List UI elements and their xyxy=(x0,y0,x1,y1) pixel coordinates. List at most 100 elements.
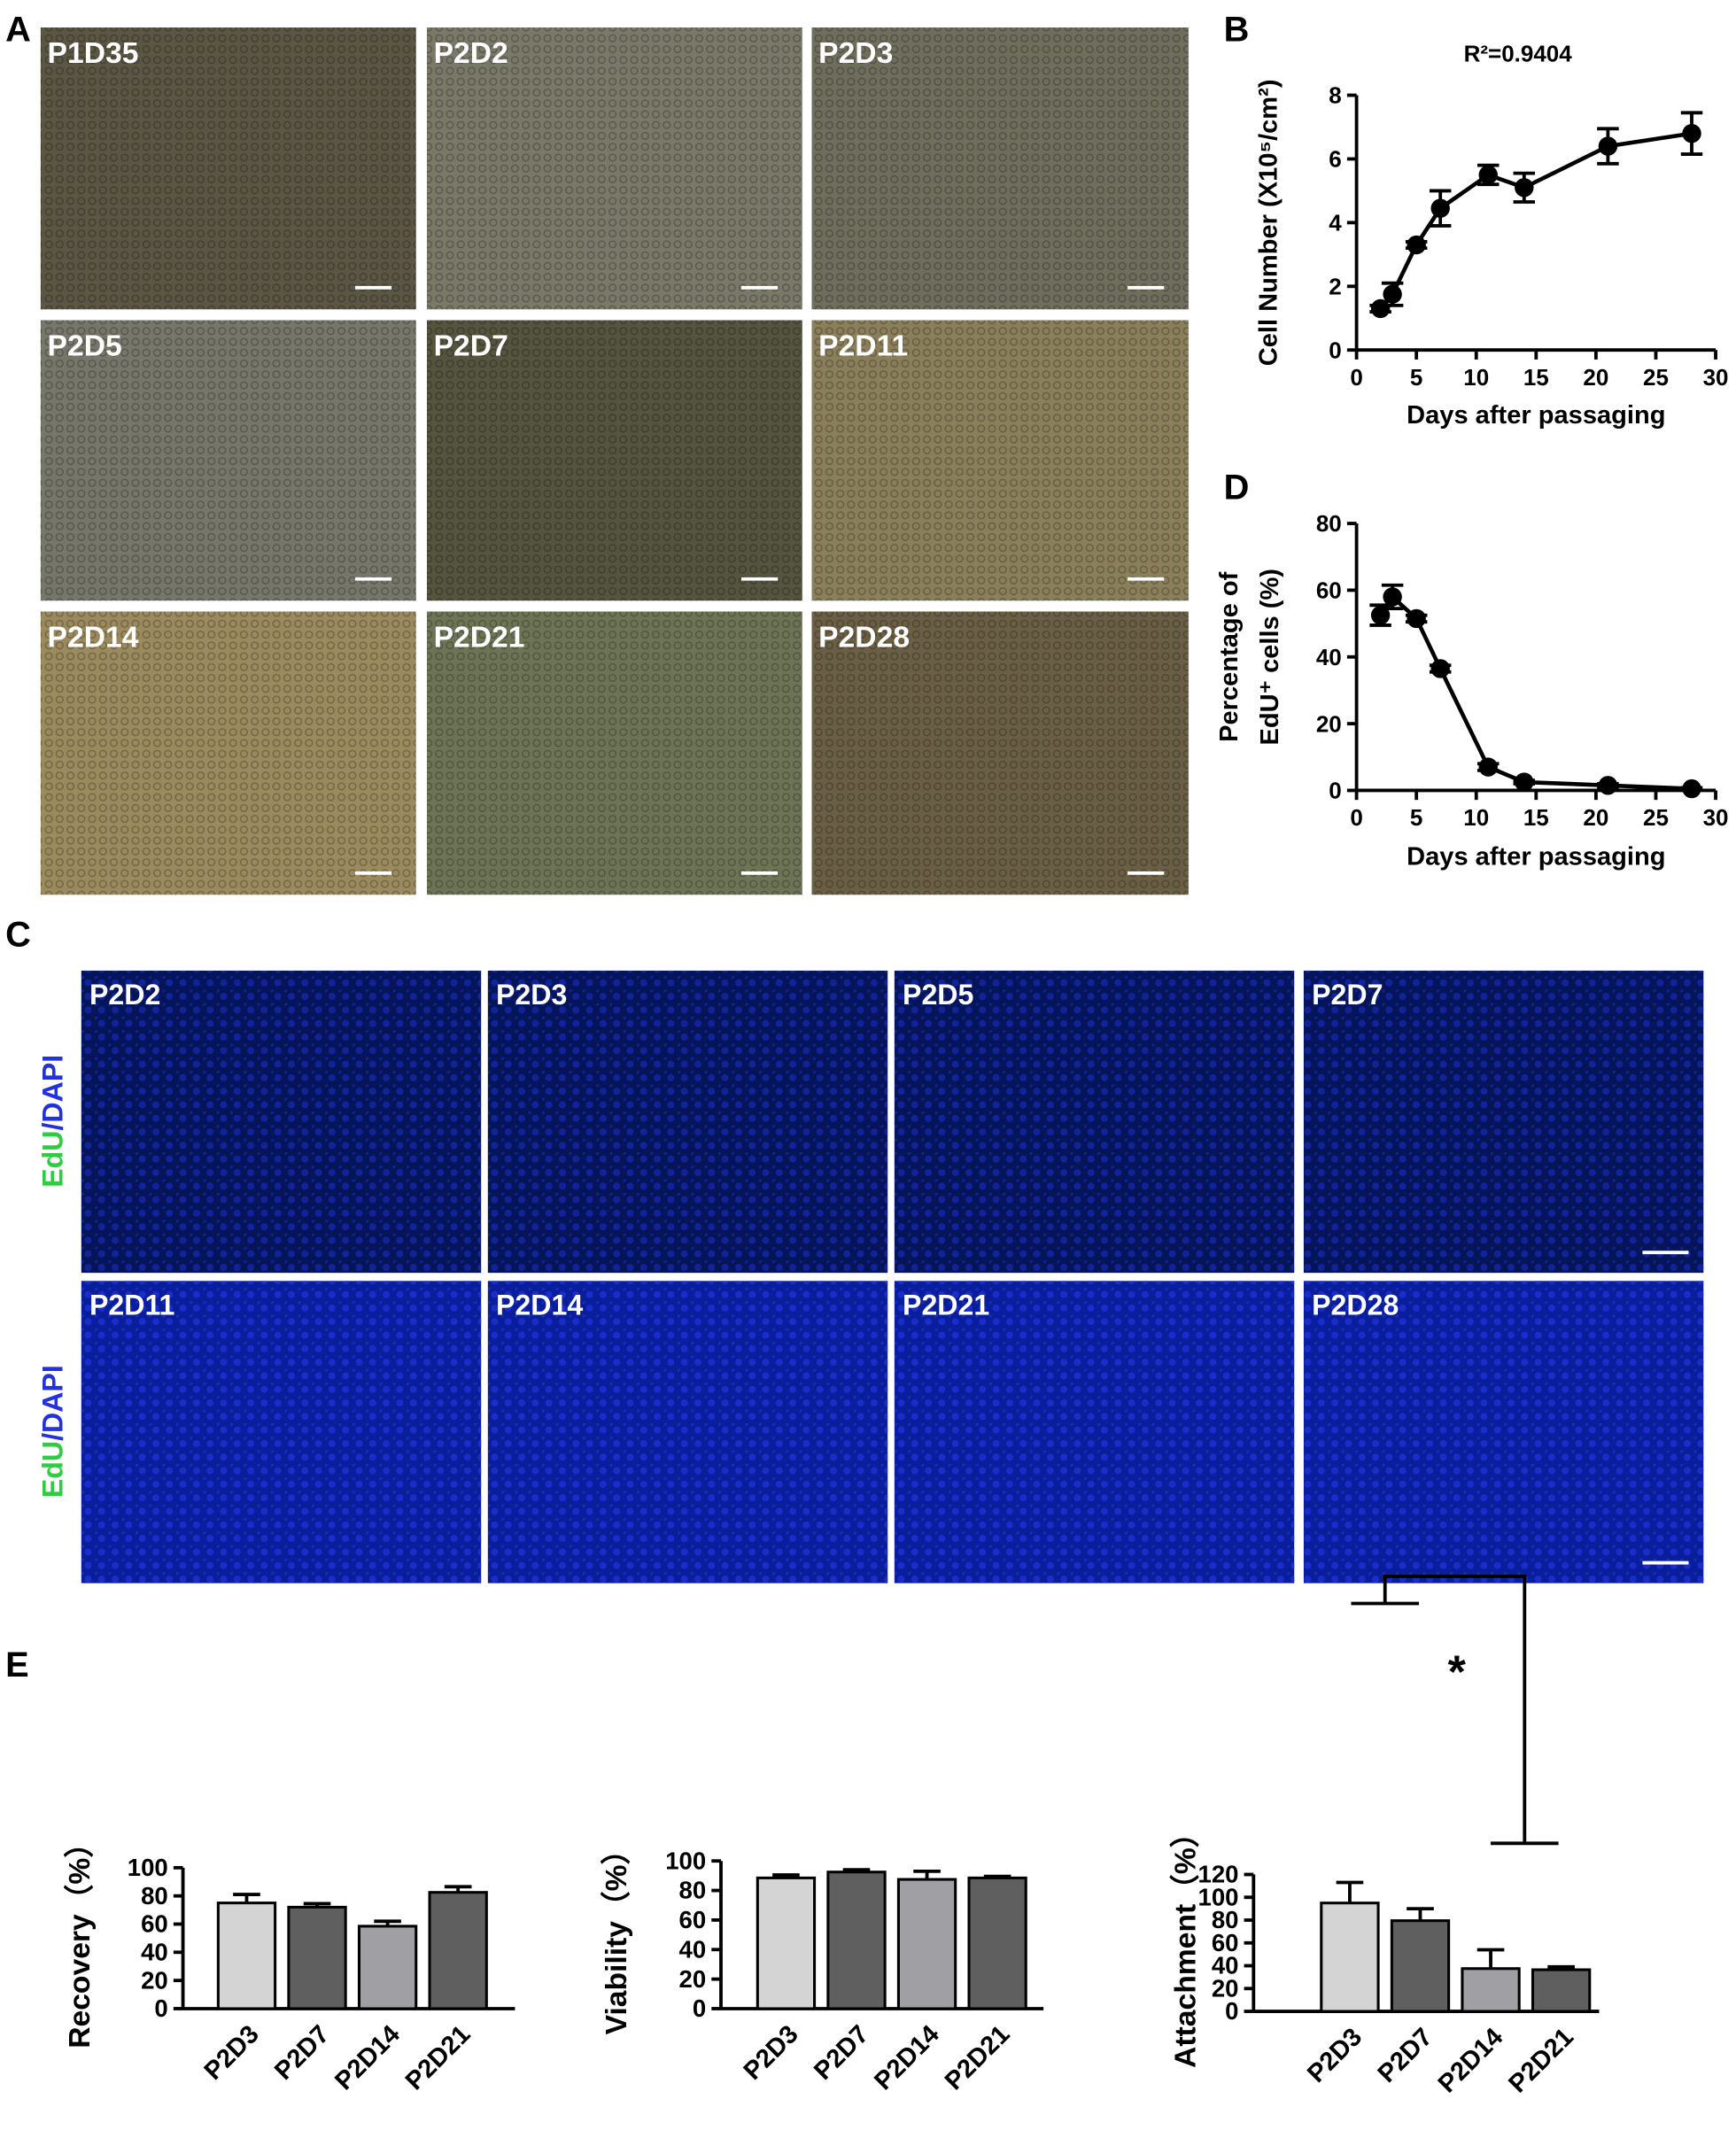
y-tick-label: 100 xyxy=(128,1854,168,1881)
bar xyxy=(1461,1967,1521,2013)
data-point xyxy=(1515,772,1534,792)
image-label: P2D21 xyxy=(903,1290,989,1321)
x-tick-label: 0 xyxy=(1350,804,1362,831)
bar xyxy=(756,1876,817,2010)
error-bar xyxy=(1407,1907,1434,1921)
x-tick-label: P2D3 xyxy=(739,2020,804,2086)
data-point xyxy=(1370,605,1391,625)
texture xyxy=(811,611,1189,895)
bar xyxy=(896,1878,957,2010)
image-label: P2D14 xyxy=(496,1290,583,1321)
y-tick-label: 0 xyxy=(1225,1997,1238,2025)
bar xyxy=(357,1925,418,2010)
texture xyxy=(811,320,1189,601)
chart-title: R²=0.9404 xyxy=(1464,40,1573,66)
y-tick-label: 20 xyxy=(141,1966,168,1994)
x-tick-label: P2D14 xyxy=(869,2020,944,2095)
x-tick-label: 20 xyxy=(1583,364,1608,391)
y-tick-label: 40 xyxy=(679,1935,707,1963)
y-tick-label: 40 xyxy=(1316,644,1342,670)
edu-label: EdU xyxy=(36,1131,68,1188)
data-point xyxy=(1478,165,1498,185)
image-label: P2D14 xyxy=(48,621,139,654)
y-tick-label: 2 xyxy=(1329,273,1341,299)
y-tick-label: 20 xyxy=(1316,710,1342,737)
dapi-label: /DAPI xyxy=(36,1055,68,1131)
bar xyxy=(1531,1968,1592,2013)
x-tick-label: P2D14 xyxy=(1433,2023,1508,2098)
image-label: P2D2 xyxy=(434,37,508,70)
x-tick-label: P2D21 xyxy=(1503,2023,1578,2098)
bar xyxy=(216,1902,277,2010)
data-point xyxy=(1478,757,1498,777)
data-point xyxy=(1383,284,1402,304)
panel-letter: C xyxy=(5,915,31,954)
data-point xyxy=(1515,178,1534,198)
bar xyxy=(287,1905,347,2010)
bar xyxy=(1390,1919,1451,2013)
x-tick-label: 25 xyxy=(1643,804,1669,831)
y-tick-label: 60 xyxy=(141,1910,168,1938)
texture xyxy=(1303,1281,1704,1584)
image-label: P2D2 xyxy=(89,979,160,1011)
y-axis-label: Percentage of xyxy=(1215,571,1244,742)
texture xyxy=(426,611,802,895)
image-label: P2D11 xyxy=(818,329,908,362)
image-label: P2D28 xyxy=(818,621,910,654)
y-tick-label: 60 xyxy=(1212,1929,1239,1956)
x-axis-label: Days after passaging xyxy=(1407,401,1665,430)
y-tick-label: 100 xyxy=(1198,1883,1239,1910)
image-label: P2D21 xyxy=(434,621,525,654)
data-point xyxy=(1682,123,1701,143)
x-tick-label: 20 xyxy=(1583,804,1608,831)
bar xyxy=(967,1876,1027,2010)
x-tick-label: P2D7 xyxy=(809,2020,874,2086)
y-tick-label: 0 xyxy=(1329,778,1341,804)
x-tick-label: 30 xyxy=(1703,804,1729,831)
image-label: P2D5 xyxy=(48,329,122,362)
texture xyxy=(894,1281,1295,1584)
data-point xyxy=(1407,235,1426,255)
image-label: P1D35 xyxy=(48,37,139,70)
y-tick-label: 40 xyxy=(1212,1952,1239,1979)
y-tick-label: 8 xyxy=(1329,82,1341,109)
y-tick-label: 80 xyxy=(1212,1906,1239,1933)
bar xyxy=(428,1891,488,2010)
significance-bracket xyxy=(1351,1574,1559,1846)
y-tick-label: 80 xyxy=(679,1877,707,1904)
side-label: EdU/DAPI xyxy=(36,1055,68,1188)
x-tick-label: 5 xyxy=(1410,364,1422,391)
significance-star: * xyxy=(1448,1646,1467,1698)
y-tick-label: 0 xyxy=(1329,337,1341,363)
y-axis-label: EdU⁺ cells (%) xyxy=(1256,569,1284,745)
image-label: P2D3 xyxy=(496,979,567,1011)
x-tick-label: 10 xyxy=(1463,804,1489,831)
y-tick-label: 40 xyxy=(141,1939,168,1966)
y-tick-label: 6 xyxy=(1329,146,1341,173)
data-point xyxy=(1430,659,1450,678)
data-point xyxy=(1407,608,1426,629)
texture xyxy=(487,1281,888,1584)
x-tick-label: 0 xyxy=(1350,364,1362,391)
x-tick-label: P2D3 xyxy=(1302,2023,1368,2088)
y-axis-label: Attachment（%） xyxy=(1169,1818,1203,2068)
x-tick-label: 30 xyxy=(1703,364,1729,391)
bar xyxy=(1320,1902,1380,2013)
image-label: P2D7 xyxy=(434,329,508,362)
data-point xyxy=(1598,136,1618,156)
y-tick-label: 60 xyxy=(1316,577,1342,604)
x-tick-label: P2D3 xyxy=(199,2020,265,2086)
texture xyxy=(81,1281,482,1584)
texture xyxy=(894,970,1295,1274)
edu-label: EdU xyxy=(36,1441,68,1498)
dapi-label: /DAPI xyxy=(36,1365,68,1441)
micrographs xyxy=(40,27,1704,1584)
y-tick-label: 80 xyxy=(141,1882,168,1909)
texture xyxy=(40,611,416,895)
image-label: P2D28 xyxy=(1312,1290,1399,1321)
y-tick-label: 0 xyxy=(693,1994,706,2022)
side-label: EdU/DAPI xyxy=(36,1365,68,1498)
x-tick-label: 10 xyxy=(1463,364,1489,391)
data-point xyxy=(1430,198,1450,218)
x-tick-label: 5 xyxy=(1410,804,1422,831)
